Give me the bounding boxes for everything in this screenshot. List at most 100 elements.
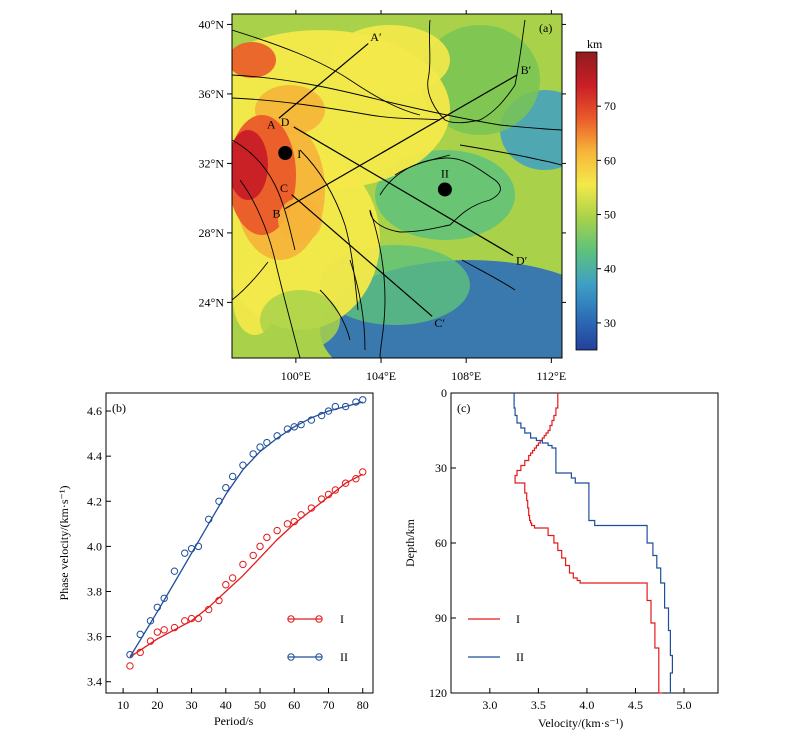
fault-lines bbox=[232, 19, 562, 358]
b-obs-point-I bbox=[126, 662, 134, 670]
colorbar-tick-label: 40 bbox=[604, 262, 616, 276]
b-obs-point-II bbox=[249, 450, 257, 458]
map-x-tick-label: 100°E bbox=[281, 369, 311, 383]
map-profiles: A A′ B B′ C C′ D D′ bbox=[267, 30, 532, 330]
c-legend-label: I bbox=[516, 612, 520, 626]
b-obs-point-I bbox=[215, 596, 223, 605]
b-obs-point-I bbox=[194, 614, 203, 623]
b-obs-point-I bbox=[324, 490, 333, 499]
b-legend-marker bbox=[315, 615, 323, 623]
b-obs-point-I bbox=[204, 605, 213, 614]
b-obs-point-II bbox=[160, 594, 168, 602]
panel-b-label: (b) bbox=[112, 401, 126, 415]
b-obs-point-II bbox=[317, 411, 326, 420]
b-obs-point-II bbox=[170, 567, 179, 575]
colorbar-tick-label: 30 bbox=[604, 316, 616, 330]
c-x-tick-label: 3.0 bbox=[482, 698, 497, 712]
b-obs-point-I bbox=[249, 551, 257, 560]
b-obs-point-II bbox=[290, 423, 298, 431]
site-label: II bbox=[441, 166, 449, 180]
c-x-tick-label: 5.0 bbox=[677, 698, 692, 712]
panel-c-ylabel: Depth/km bbox=[403, 518, 417, 567]
b-x-tick-label: 60 bbox=[288, 698, 300, 712]
c-y-tick-label: 30 bbox=[435, 461, 447, 475]
b-obs-point-II bbox=[307, 416, 316, 424]
map-y-tick-label: 24°N bbox=[199, 295, 225, 309]
colorbar-bar bbox=[575, 51, 598, 351]
panel-b-frame bbox=[105, 392, 374, 694]
b-obs-point-II bbox=[181, 549, 189, 557]
panel-b-ticks: 10 20 30 40 50 60 70 80 3.4 3.6 3.8 4.0 4.2 4.4 4.6 bbox=[87, 404, 369, 712]
b-obs-point-II bbox=[352, 398, 360, 406]
b-obs-point-II bbox=[256, 443, 264, 451]
profile-line-D bbox=[293, 126, 514, 257]
c-x-tick-label: 3.5 bbox=[531, 698, 546, 712]
map-frame bbox=[231, 13, 563, 359]
b-obs-point-II bbox=[263, 438, 271, 447]
b-obs-point-II bbox=[324, 407, 333, 415]
b-obs-point-I bbox=[153, 628, 162, 636]
b-obs-point-II bbox=[187, 544, 196, 553]
b-x-tick-label: 20 bbox=[151, 698, 163, 712]
c-x-tick-label: 4.0 bbox=[579, 698, 594, 712]
panel-a-label: (a) bbox=[539, 21, 552, 35]
b-obs-point-II bbox=[359, 396, 367, 404]
map-points: III bbox=[278, 145, 452, 197]
site-label: I bbox=[297, 147, 301, 161]
colorbar-tick-label: 60 bbox=[604, 153, 616, 167]
profile-line-C bbox=[291, 194, 433, 317]
b-obs-point-I bbox=[297, 511, 305, 519]
b-obs-point-I bbox=[317, 495, 326, 503]
b-legend-marker bbox=[287, 653, 295, 661]
b-obs-point-I bbox=[160, 626, 168, 634]
profile-end-label: B′ bbox=[521, 63, 532, 77]
colorbar-ticks: 30 40 50 60 70 bbox=[597, 99, 616, 330]
map-y-tick-label: 36°N bbox=[199, 87, 225, 101]
b-y-tick-label: 3.8 bbox=[87, 584, 102, 598]
panel-b-ylabel: Phase velocity/(km·s⁻¹) bbox=[57, 486, 71, 601]
c-legend-label: II bbox=[516, 650, 524, 664]
b-obs-point-I bbox=[181, 617, 189, 625]
b-obs-point-II bbox=[204, 515, 213, 524]
profile-start-label: A bbox=[267, 118, 276, 132]
b-x-tick-label: 50 bbox=[254, 698, 266, 712]
b-obs-point-II bbox=[126, 650, 134, 659]
b-obs-point-I bbox=[263, 533, 271, 542]
b-obs-point-I bbox=[256, 542, 264, 551]
b-obs-point-II bbox=[273, 432, 281, 440]
map-x-tick-label: 112°E bbox=[537, 369, 567, 383]
map-y-tick-label: 40°N bbox=[199, 17, 225, 31]
panel-c-xlabel: Velocity/(km·s⁻¹) bbox=[538, 716, 623, 730]
panel-b-dispersion: (b) 10 20 30 40 50 60 70 80 3.4 3.6 3.8 4.0 4.2 4.4 4.… bbox=[57, 392, 374, 728]
colorbar-unit: km bbox=[587, 37, 603, 51]
b-x-tick-label: 80 bbox=[357, 698, 369, 712]
map-ticks: 100°E 104°E 108°E 112°E 24°N 28°N 32°N 36°N 40°N bbox=[199, 10, 567, 383]
panel-c-frame bbox=[450, 392, 719, 694]
panel-c-label: (c) bbox=[457, 401, 470, 415]
b-obs-point-I bbox=[170, 623, 179, 632]
panel-c-legend: III bbox=[468, 612, 524, 664]
b-obs-point-I bbox=[283, 520, 292, 528]
profile-line-A bbox=[278, 43, 369, 119]
map-y-tick-label: 32°N bbox=[199, 156, 225, 170]
b-obs-point-I bbox=[359, 468, 367, 476]
b-y-tick-label: 3.4 bbox=[87, 675, 102, 689]
b-obs-point-II bbox=[153, 603, 162, 611]
c-y-tick-label: 0 bbox=[441, 386, 447, 400]
b-obs-point-II bbox=[331, 402, 340, 411]
panel-b-xlabel: Period/s bbox=[214, 714, 254, 728]
b-obs-point-II bbox=[146, 617, 155, 625]
b-obs-point-I bbox=[222, 581, 230, 589]
b-obs-point-I bbox=[331, 486, 340, 494]
panel-c-ticks: 3.0 3.5 4.0 4.5 5.0 0 30 60 90 120 bbox=[429, 386, 692, 712]
b-obs-point-II bbox=[222, 484, 230, 492]
b-x-tick-label: 30 bbox=[186, 698, 198, 712]
b-obs-point-II bbox=[341, 402, 350, 411]
panel-c-series bbox=[513, 393, 673, 694]
profile-line-B bbox=[284, 74, 518, 210]
c-x-tick-label: 4.5 bbox=[628, 698, 643, 712]
map-y-tick-label: 28°N bbox=[199, 226, 225, 240]
c-y-tick-label: 60 bbox=[435, 536, 447, 550]
b-x-tick-label: 70 bbox=[323, 698, 335, 712]
